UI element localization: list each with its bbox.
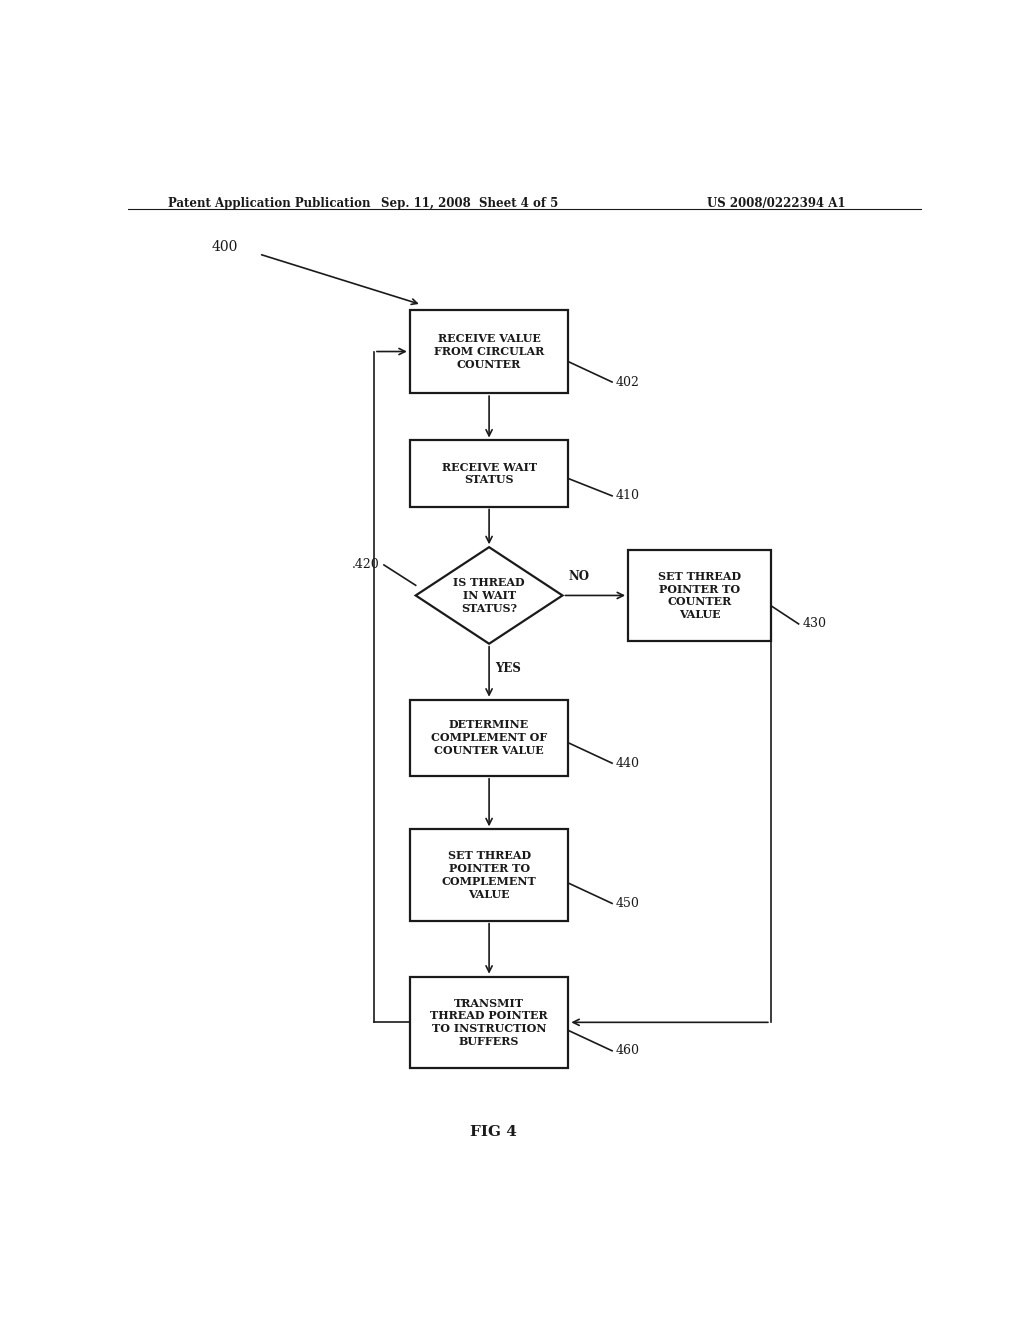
Text: DETERMINE
COMPLEMENT OF
COUNTER VALUE: DETERMINE COMPLEMENT OF COUNTER VALUE bbox=[431, 719, 547, 756]
Text: 430: 430 bbox=[803, 618, 826, 631]
Text: RECEIVE VALUE
FROM CIRCULAR
COUNTER: RECEIVE VALUE FROM CIRCULAR COUNTER bbox=[434, 333, 544, 370]
Text: .420: .420 bbox=[352, 558, 380, 572]
Text: SET THREAD
POINTER TO
COUNTER
VALUE: SET THREAD POINTER TO COUNTER VALUE bbox=[657, 570, 741, 620]
Text: FIG 4: FIG 4 bbox=[470, 1125, 516, 1139]
Text: US 2008/0222394 A1: US 2008/0222394 A1 bbox=[708, 197, 846, 210]
FancyBboxPatch shape bbox=[628, 549, 771, 642]
FancyBboxPatch shape bbox=[410, 310, 568, 393]
Text: 450: 450 bbox=[616, 896, 640, 909]
Text: NO: NO bbox=[569, 570, 590, 583]
Text: 440: 440 bbox=[616, 756, 640, 770]
Text: 460: 460 bbox=[616, 1044, 640, 1057]
Text: Sep. 11, 2008  Sheet 4 of 5: Sep. 11, 2008 Sheet 4 of 5 bbox=[381, 197, 558, 210]
FancyBboxPatch shape bbox=[410, 829, 568, 921]
Text: YES: YES bbox=[496, 663, 521, 675]
FancyBboxPatch shape bbox=[410, 977, 568, 1068]
Text: Patent Application Publication: Patent Application Publication bbox=[168, 197, 371, 210]
Text: IS THREAD
IN WAIT
STATUS?: IS THREAD IN WAIT STATUS? bbox=[454, 577, 525, 614]
Text: TRANSMIT
THREAD POINTER
TO INSTRUCTION
BUFFERS: TRANSMIT THREAD POINTER TO INSTRUCTION B… bbox=[430, 998, 548, 1047]
Polygon shape bbox=[416, 548, 562, 644]
Text: 400: 400 bbox=[211, 240, 238, 253]
FancyBboxPatch shape bbox=[410, 441, 568, 507]
FancyBboxPatch shape bbox=[410, 700, 568, 776]
Text: SET THREAD
POINTER TO
COMPLEMENT
VALUE: SET THREAD POINTER TO COMPLEMENT VALUE bbox=[441, 850, 537, 900]
Text: 402: 402 bbox=[616, 375, 640, 388]
Text: 410: 410 bbox=[616, 490, 640, 503]
Text: RECEIVE WAIT
STATUS: RECEIVE WAIT STATUS bbox=[441, 462, 537, 486]
